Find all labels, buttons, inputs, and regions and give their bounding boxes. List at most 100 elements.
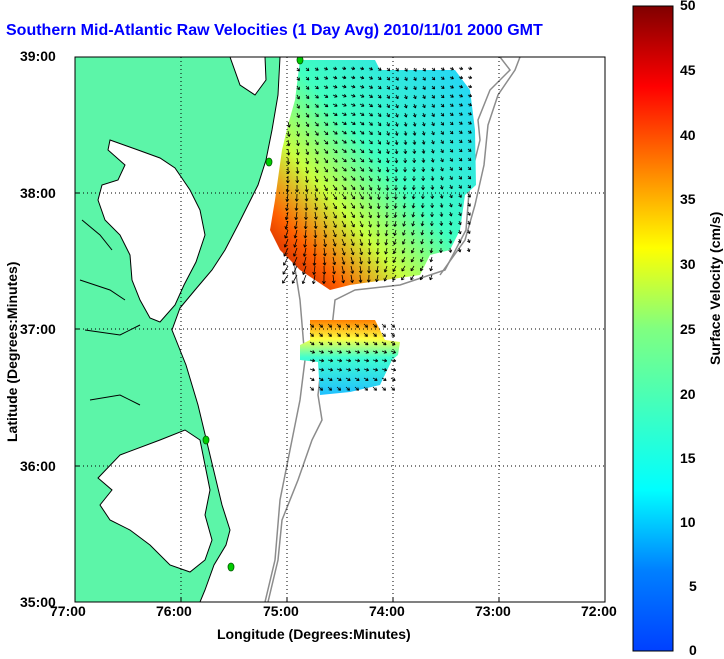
velocity-arrow [439,193,444,199]
velocity-arrow [345,341,351,346]
velocity-arrow [350,121,356,125]
velocity-arrow [350,148,356,153]
velocity-arrow [411,220,415,227]
velocity-arrow [458,193,462,198]
velocity-arrow [294,193,299,202]
velocity-arrow [294,220,298,230]
velocity-arrow [403,175,407,182]
velocity-arrow [467,166,472,171]
station-markers [202,57,304,572]
velocity-arrow [359,175,364,182]
velocity-arrow [368,94,374,98]
velocity-arrow [393,220,398,227]
velocity-arrow [403,157,408,164]
velocity-arrow [323,175,328,182]
velocity-arrow [309,367,316,372]
velocity-arrow [341,238,346,247]
velocity-arrow [420,202,425,209]
velocity-arrow [302,247,307,257]
velocity-arrow [341,157,347,163]
velocity-field-south [300,320,400,395]
velocity-arrow [332,148,338,154]
velocity-arrow [293,229,298,239]
velocity-arrow [309,332,314,337]
velocity-arrow [341,75,347,80]
velocity-arrow [372,332,377,337]
velocity-arrow [322,274,326,284]
velocity-arrow [323,229,328,238]
velocity-arrow [350,139,356,144]
velocity-arrow [368,85,374,89]
velocity-arrow [282,274,289,284]
velocity-arrow [359,103,365,107]
velocity-arrow [332,84,338,89]
velocity-arrow [377,175,381,182]
velocity-arrow [404,76,408,81]
velocity-arrow [420,229,425,236]
velocity-arrow [341,256,346,265]
velocity-arrow [305,139,310,146]
velocity-arrow [354,332,359,337]
velocity-arrow [327,323,333,328]
velocity-arrow [376,211,381,219]
velocity-arrow [327,358,334,363]
velocity-arrow [449,193,453,199]
velocity-arrow [341,66,347,71]
bathymetry-contour [267,57,511,602]
velocity-arrow [412,130,417,136]
velocity-arrow [377,67,382,71]
velocity-arrow [421,175,426,182]
velocity-arrow [358,274,363,283]
velocity-arrow [359,85,365,89]
velocity-arrow [341,247,346,256]
velocity-arrow [341,274,345,284]
velocity-arrow [341,139,347,144]
velocity-arrow [350,256,355,265]
velocity-arrow [377,85,382,90]
velocity-arrow [403,103,408,109]
velocity-arrow [305,103,310,109]
velocity-arrow [421,130,426,136]
velocity-arrow [430,157,435,163]
velocity-arrow [372,350,379,354]
velocity-arrow [429,238,434,245]
velocity-arrow [395,94,399,100]
velocity-arrow [395,112,399,118]
velocity-arrow [301,274,307,285]
velocity-arrow [314,112,319,118]
velocity-arrow [467,139,472,143]
velocity-arrow [314,184,319,192]
velocity-arrow [368,229,372,237]
velocity-arrow [323,85,329,89]
velocity-arrow [296,121,300,128]
velocity-arrow [284,229,289,239]
velocity-arrow [312,247,317,257]
velocity-arrow [313,229,318,239]
velocity-arrow [318,367,325,372]
velocity-arrow [359,238,364,246]
velocity-arrow [345,323,351,328]
velocity-arrow [458,220,462,226]
velocity-arrow [314,211,318,220]
velocity-arrow [449,184,453,190]
velocity-arrow [323,76,329,80]
velocity-arrow [420,247,424,254]
velocity-arrow [440,121,445,126]
velocity-arrow [358,265,363,274]
velocity-arrow [372,367,379,372]
velocity-arrow [386,85,391,90]
velocity-arrow [431,112,435,117]
velocity-arrow [286,139,291,147]
velocity-arrow [402,202,407,209]
colorbar-tick-label: 50 [680,0,696,13]
velocity-arrow [286,166,290,175]
velocity-arrow [309,323,315,328]
velocity-arrow [368,184,373,191]
velocity-arrow [332,256,337,266]
velocity-arrow [368,148,373,154]
velocity-arrow [412,166,416,173]
velocity-arrow [467,184,472,189]
velocity-arrow [359,130,365,135]
velocity-arrow [341,84,347,89]
